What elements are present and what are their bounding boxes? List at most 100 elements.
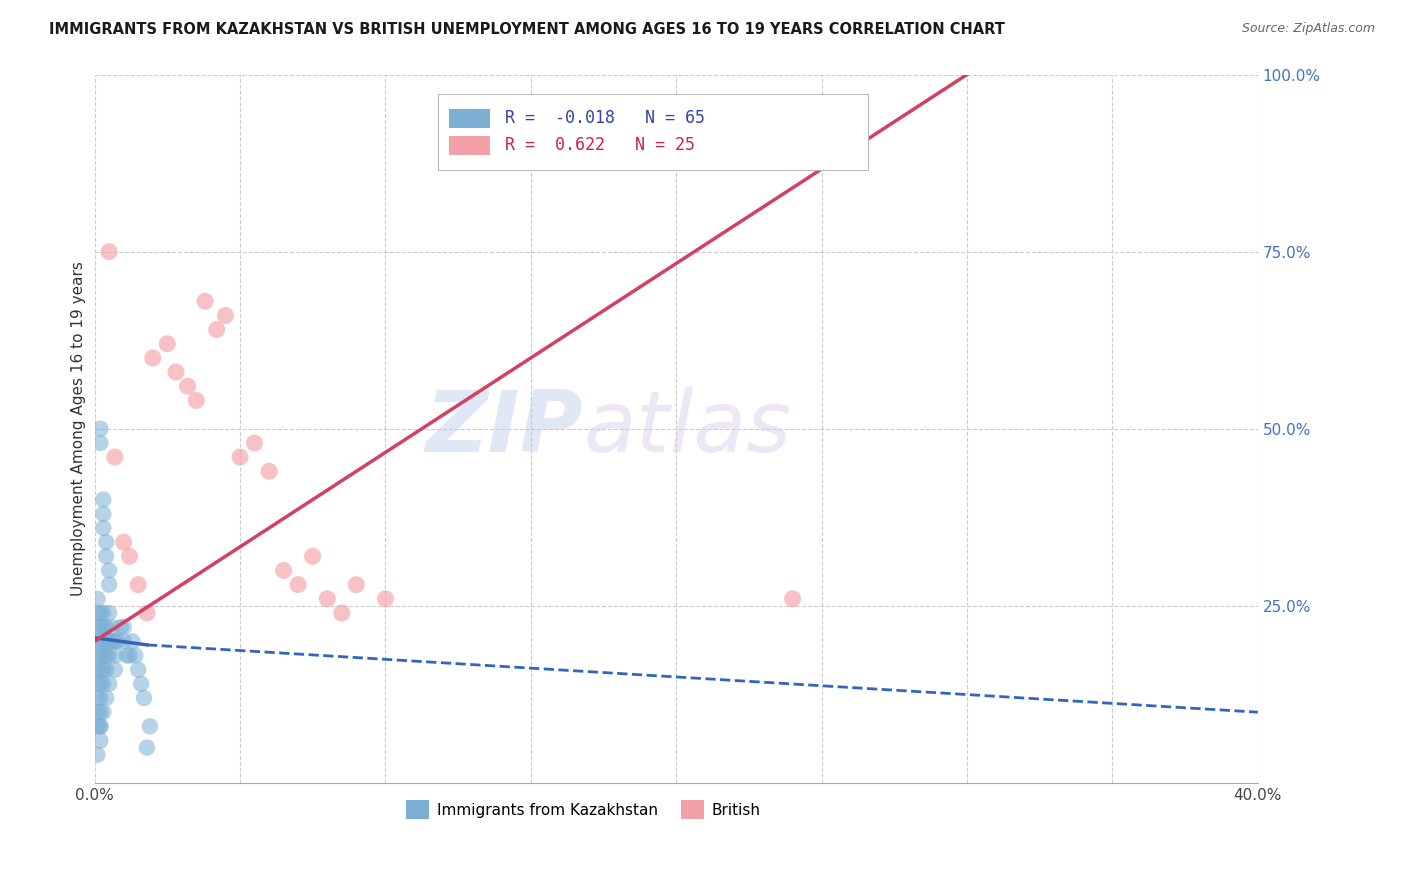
Point: [86, 677, 108, 691]
Text: atlas: atlas: [583, 387, 792, 470]
Point: [782, 591, 804, 606]
Text: IMMIGRANTS FROM KAZAKHSTAN VS BRITISH UNEMPLOYMENT AMONG AGES 16 TO 19 YEARS COR: IMMIGRANTS FROM KAZAKHSTAN VS BRITISH UN…: [49, 22, 1005, 37]
Point: [91, 663, 114, 677]
Point: [135, 740, 157, 755]
Point: [91, 634, 114, 648]
Point: [214, 309, 236, 323]
Point: [98, 577, 121, 591]
Point: [101, 634, 124, 648]
Point: [104, 634, 127, 648]
Point: [89, 422, 111, 436]
Point: [194, 294, 217, 309]
Point: [101, 620, 124, 634]
Point: [89, 436, 111, 450]
Point: [89, 719, 111, 733]
Text: Source: ZipAtlas.com: Source: ZipAtlas.com: [1241, 22, 1375, 36]
Point: [91, 648, 114, 663]
Point: [316, 591, 339, 606]
Point: [112, 634, 135, 648]
Point: [96, 549, 118, 564]
Point: [96, 535, 118, 549]
Y-axis label: Unemployment Among Ages 16 to 19 years: Unemployment Among Ages 16 to 19 years: [72, 261, 86, 596]
Point: [139, 719, 162, 733]
Point: [89, 719, 111, 733]
Point: [86, 705, 108, 719]
Point: [121, 634, 143, 648]
Point: [86, 634, 108, 648]
Point: [127, 577, 149, 591]
Point: [98, 606, 121, 620]
Point: [118, 549, 141, 564]
Bar: [437, 94, 868, 170]
Point: [86, 648, 108, 663]
Point: [96, 634, 118, 648]
Point: [89, 691, 111, 706]
Point: [91, 492, 114, 507]
Point: [98, 564, 121, 578]
Point: [89, 634, 111, 648]
Point: [98, 677, 121, 691]
Point: [98, 634, 121, 648]
Point: [86, 663, 108, 677]
Point: [91, 620, 114, 634]
Point: [165, 365, 187, 379]
Point: [89, 606, 111, 620]
Text: R =  0.622   N = 25: R = 0.622 N = 25: [505, 136, 695, 154]
Point: [98, 648, 121, 663]
Point: [91, 677, 114, 691]
Point: [89, 648, 111, 663]
Point: [91, 507, 114, 521]
Point: [127, 663, 149, 677]
Point: [86, 719, 108, 733]
Point: [112, 620, 135, 634]
Point: [243, 436, 266, 450]
Point: [273, 564, 295, 578]
Point: [86, 620, 108, 634]
Point: [135, 606, 157, 620]
Point: [89, 733, 111, 747]
Point: [96, 648, 118, 663]
Point: [344, 577, 367, 591]
Point: [96, 620, 118, 634]
Point: [89, 705, 111, 719]
Point: [374, 591, 396, 606]
Point: [142, 351, 165, 365]
Point: [301, 549, 323, 564]
Point: [91, 521, 114, 535]
Point: [86, 747, 108, 762]
Point: [104, 648, 127, 663]
Point: [257, 464, 280, 478]
Point: [118, 648, 141, 663]
Point: [89, 620, 111, 634]
Point: [186, 393, 208, 408]
Point: [98, 244, 121, 259]
Text: ZIP: ZIP: [426, 387, 583, 470]
Point: [287, 577, 309, 591]
Point: [104, 450, 127, 464]
Point: [91, 705, 114, 719]
Legend: Immigrants from Kazakhstan, British: Immigrants from Kazakhstan, British: [401, 794, 766, 825]
Point: [91, 606, 114, 620]
Bar: [450, 136, 491, 154]
Bar: [450, 109, 491, 128]
Point: [176, 379, 198, 393]
Point: [86, 691, 108, 706]
Point: [205, 322, 228, 336]
Point: [96, 691, 118, 706]
Point: [112, 535, 135, 549]
Point: [330, 606, 353, 620]
Point: [124, 648, 146, 663]
Point: [89, 677, 111, 691]
Point: [110, 620, 132, 634]
Point: [86, 606, 108, 620]
Point: [129, 677, 152, 691]
Text: R =  -0.018   N = 65: R = -0.018 N = 65: [505, 110, 706, 128]
Point: [96, 663, 118, 677]
Point: [107, 634, 129, 648]
Point: [104, 663, 127, 677]
Point: [115, 648, 138, 663]
Point: [132, 691, 155, 706]
Point: [86, 591, 108, 606]
Point: [156, 336, 179, 351]
Point: [89, 663, 111, 677]
